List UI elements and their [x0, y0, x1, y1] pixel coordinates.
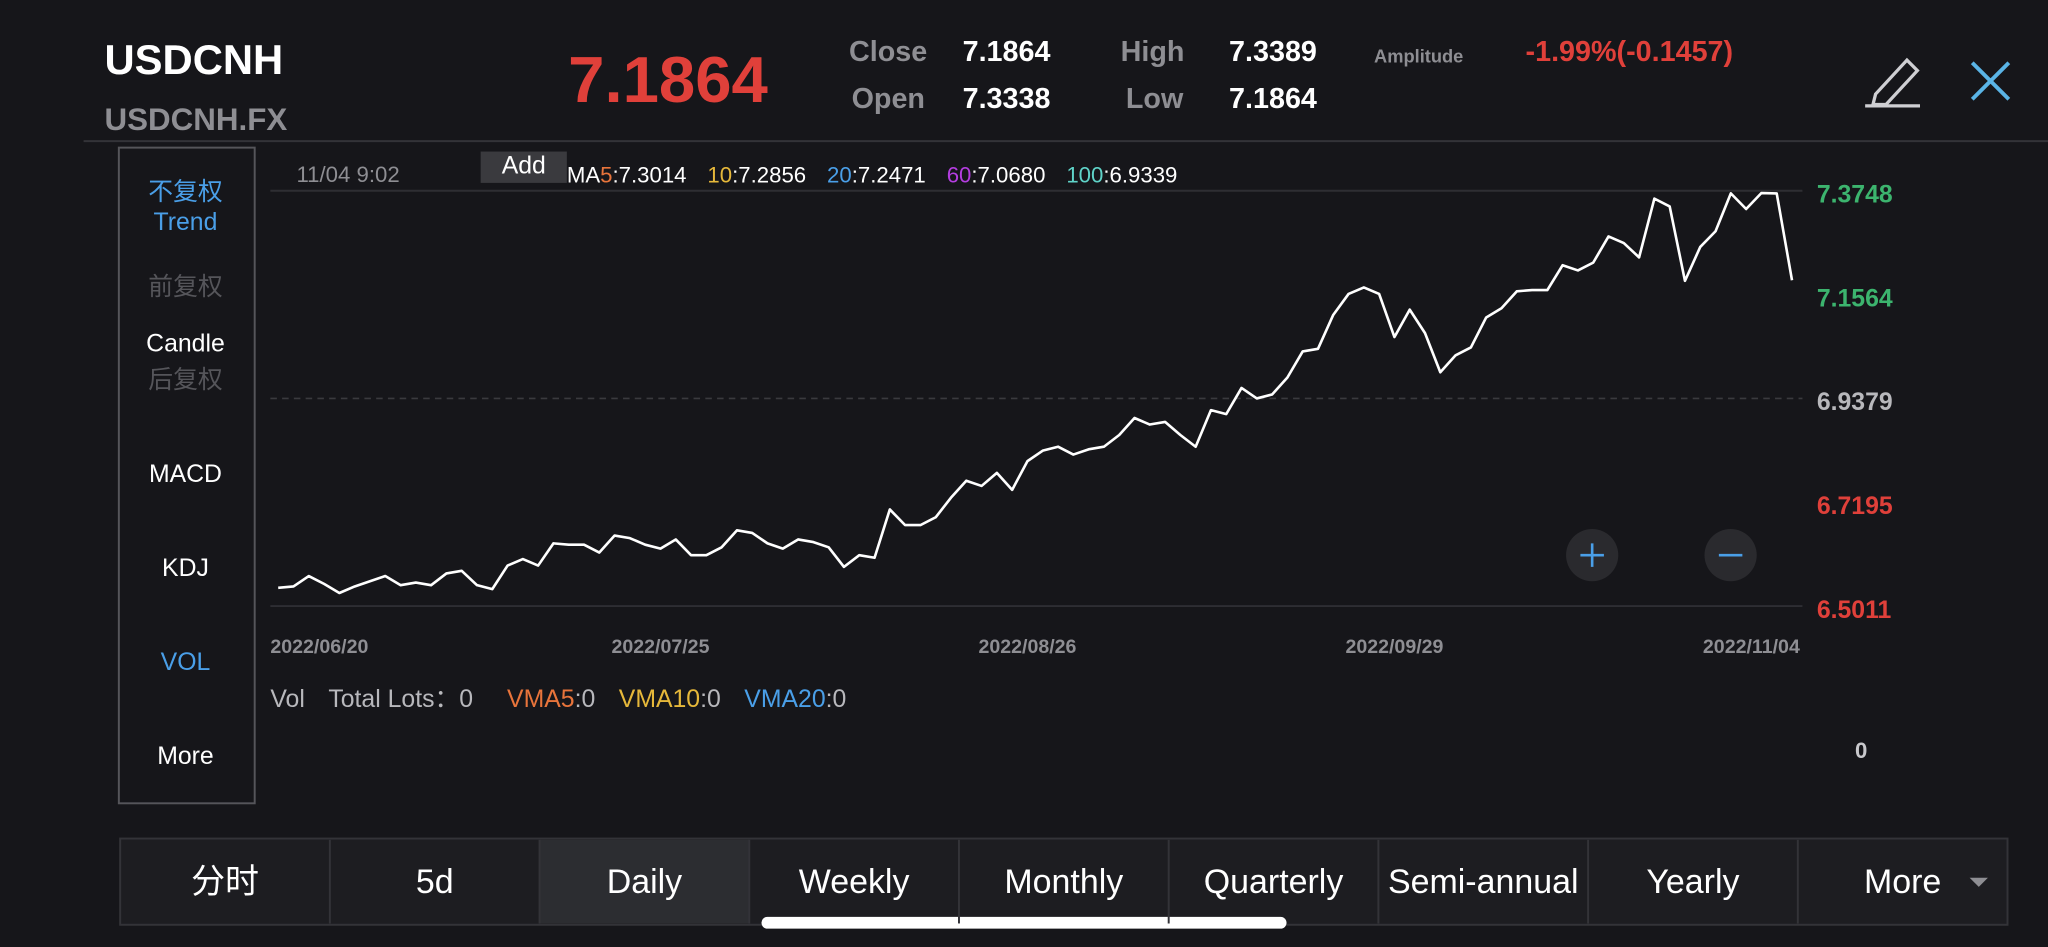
ma-separator: :	[612, 162, 618, 187]
x-tick-label: 2022/07/25	[611, 636, 709, 658]
add-button-label[interactable]: Add	[502, 153, 546, 180]
cursor-time: 11/04 9:02	[296, 162, 399, 187]
ma-value: 6.9339	[1110, 162, 1178, 187]
ma-prefix: MA	[567, 162, 600, 187]
zoom-out-button[interactable]	[1704, 529, 1757, 582]
price-line	[278, 191, 1794, 595]
ma-separator: :	[1103, 162, 1109, 187]
home-indicator	[761, 916, 1287, 929]
tab-bar	[119, 837, 2009, 926]
sidebar-item[interactable]: Candle	[146, 330, 225, 357]
y-tick-label: 6.9379	[1817, 389, 1893, 416]
tab[interactable]: Quarterly	[1204, 863, 1344, 901]
sidebar-item[interactable]: VOL	[161, 649, 211, 676]
stat-value: 7.1864	[963, 36, 1051, 68]
x-tick-label: 2022/11/04	[1703, 636, 1800, 658]
y-tick-label: 7.3748	[1817, 181, 1893, 208]
vma-value: 0	[833, 686, 847, 713]
tab[interactable]: Daily	[607, 863, 682, 901]
stat-label: Amplitude	[1374, 45, 1463, 66]
stat-label: Close	[849, 36, 927, 68]
sidebar-item[interactable]: More	[157, 743, 214, 770]
sidebar-item[interactable]: 后复权	[148, 366, 222, 394]
ma-legend: MA5:7.3014 10:7.2856 20:7.2471 60:7.0680 100…	[567, 162, 1178, 187]
symbol-code: USDCNH.FX	[104, 102, 287, 137]
stat-value: 7.3338	[963, 83, 1051, 115]
sidebar-item[interactable]: 前复权	[148, 273, 222, 301]
vma-name: VMA5	[507, 686, 575, 713]
ma-value: 7.0680	[978, 162, 1046, 187]
dropdown-arrow	[1969, 877, 1988, 887]
stat-value: 7.1864	[1229, 83, 1317, 115]
vma-separator: :	[700, 686, 707, 713]
stat-value: -1.99%(-0.1457)	[1526, 36, 1734, 68]
vma-name: VMA10	[619, 686, 700, 713]
close-icon[interactable]	[1970, 61, 2011, 101]
stat-label: Open	[852, 83, 925, 115]
volume-legend: Vol Total Lots：0 VMA5:0 VMA10:0 VMA20:0	[270, 686, 846, 713]
x-tick-label: 2022/06/20	[270, 636, 368, 658]
zoom-in-button[interactable]	[1566, 529, 1619, 582]
sidebar-item[interactable]: KDJ	[162, 555, 209, 582]
ma-separator: :	[732, 162, 738, 187]
tab[interactable]: 5d	[416, 863, 454, 901]
tab[interactable]: Semi-annual	[1388, 863, 1579, 901]
ma-value: 7.3014	[619, 162, 687, 187]
x-tick-label: 2022/09/29	[1345, 636, 1443, 658]
ma-value: 7.2856	[738, 162, 806, 187]
ma-name: 20	[827, 162, 852, 187]
vma-value: 0	[707, 686, 721, 713]
ma-separator: :	[852, 162, 858, 187]
tab[interactable]: Monthly	[1004, 863, 1123, 901]
tab[interactable]: More	[1864, 863, 1941, 901]
x-tick-label: 2022/08/26	[978, 636, 1076, 658]
ma-name: 10	[707, 162, 732, 187]
tab[interactable]: Weekly	[799, 863, 910, 901]
tab-active-bg	[539, 839, 750, 924]
stat-label: Low	[1126, 83, 1184, 115]
ma-separator: :	[971, 162, 977, 187]
y-tick-label: 6.5011	[1817, 597, 1892, 624]
stat-value: 7.3389	[1229, 36, 1317, 68]
vma-separator: :	[826, 686, 833, 713]
sidebar-item[interactable]: 不复权	[148, 178, 222, 206]
tab[interactable]: 分时	[191, 863, 259, 901]
volume-axis-label: 0	[1855, 738, 1867, 763]
vma-name: VMA20	[744, 686, 825, 713]
symbol: USDCNH	[104, 36, 283, 83]
sidebar-item[interactable]: MACD	[149, 461, 222, 488]
ma-name: 5	[600, 162, 612, 187]
ma-name: 60	[947, 162, 972, 187]
edit-icon[interactable]	[1865, 57, 1920, 108]
add-button[interactable]	[480, 151, 567, 183]
volume-total: Total Lots：0	[328, 686, 473, 713]
ma-value: 7.2471	[858, 162, 926, 187]
tab[interactable]: Yearly	[1646, 863, 1739, 901]
vma-value: 0	[581, 686, 595, 713]
price: 7.1864	[568, 43, 768, 116]
stat-label: High	[1121, 36, 1185, 68]
ma-name: 100	[1066, 162, 1103, 187]
vma-separator: :	[575, 686, 582, 713]
y-tick-label: 6.7195	[1817, 493, 1893, 520]
sidebar-item[interactable]: Trend	[154, 209, 218, 236]
sidebar	[117, 146, 256, 805]
y-tick-label: 7.1564	[1817, 285, 1893, 312]
volume-title: Vol	[270, 686, 304, 713]
